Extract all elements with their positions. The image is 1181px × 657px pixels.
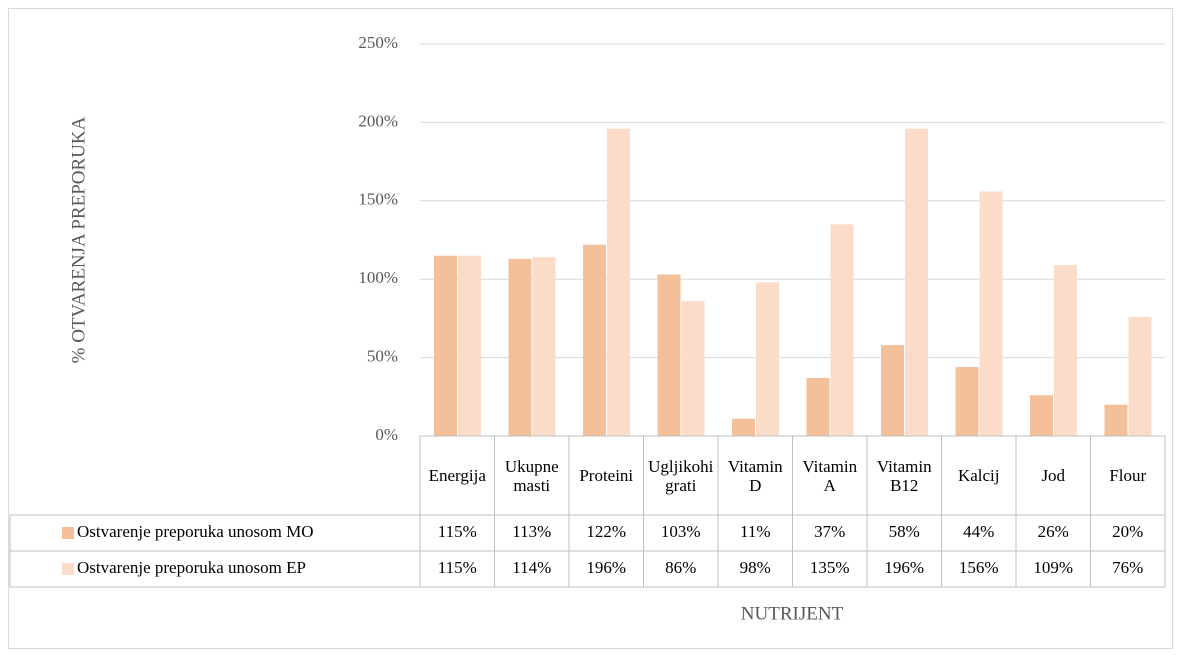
bar [657,274,681,436]
bar [955,367,979,436]
data-label: 37% [814,522,845,541]
x-tick-cell: Vitamin D [727,456,783,495]
y-tick-label: 200% [358,111,398,130]
x-tick-label: Kalcij [957,466,1000,485]
bar [1054,265,1077,436]
x-tick-label: Vitamin B12 [876,456,932,495]
x-tick-cell: Energija [428,466,486,485]
bar [806,377,830,436]
x-tick-cell: Proteini [579,466,634,485]
bar [508,258,532,436]
bar [532,257,556,436]
bar [756,282,779,436]
x-tick-cell: Vitamin B12 [876,456,932,495]
legend-swatch [62,563,74,575]
x-tick-cell: Ukupne masti [504,456,559,495]
data-label: 11% [740,522,771,541]
bar [434,255,457,436]
legend-label: Ostvarenje preporuka unosom EP [77,558,306,577]
x-tick-label: Proteini [579,466,634,485]
bar [979,191,1003,436]
x-tick-cell: Vitamin A [802,456,858,495]
x-tick-cell: Kalcij [957,466,1000,485]
bar [830,224,854,436]
data-label: 44% [963,522,994,541]
bar [732,418,755,436]
y-axis-label: % OTVARENJA PREPORUKA [68,116,89,363]
data-label: 196% [884,558,924,577]
x-tick-cell: Jod [1041,466,1066,485]
legend-label: Ostvarenje preporuka unosom MO [77,522,314,541]
x-tick-label: Flour [1109,466,1147,485]
data-label: 113% [512,522,551,541]
x-tick-cell: Flour [1109,466,1147,485]
y-tick-label: 100% [358,268,398,287]
x-tick-label: Energija [428,466,486,485]
data-label: 122% [586,522,626,541]
bar [1104,404,1128,436]
bar [1030,395,1053,436]
data-label: 20% [1112,522,1143,541]
data-label: 109% [1033,558,1073,577]
x-tick-label: Ugljikohigrati [648,456,714,495]
data-label: 26% [1038,522,1069,541]
data-label: 114% [512,558,551,577]
data-label: 156% [959,558,999,577]
x-tick-label: Vitamin D [727,456,783,495]
bar [607,128,630,436]
x-axis-label: NUTRIJENT [741,603,844,624]
legend-swatch [62,527,74,539]
data-label: 196% [586,558,626,577]
y-tick-label: 0% [375,425,398,444]
y-tick-label: 50% [367,347,398,366]
data-label: 103% [661,522,701,541]
x-tick-label: Vitamin A [802,456,858,495]
chart-border [8,8,1173,649]
y-tick-label: 150% [358,190,398,209]
bar [681,301,705,436]
x-tick-label: Jod [1041,466,1066,485]
data-label: 58% [889,522,920,541]
data-label: 115% [438,522,477,541]
x-tick-label: Ukupne masti [504,456,559,495]
data-label: 115% [438,558,477,577]
data-label: 135% [810,558,850,577]
data-label: 76% [1112,558,1143,577]
y-tick-label: 250% [358,33,398,52]
data-label: 86% [665,558,696,577]
bar [905,128,928,436]
data-label: 98% [740,558,771,577]
bar [881,345,904,436]
bar [583,244,606,436]
x-tick-cell: Ugljikohigrati [648,456,714,495]
bar [1128,316,1152,436]
bar [458,255,481,436]
